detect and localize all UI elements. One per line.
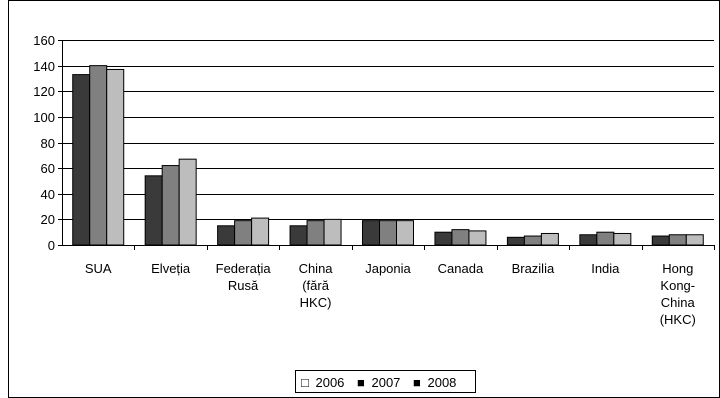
bar-2007-1 <box>161 165 180 246</box>
category-label-6: Brazilia <box>512 261 555 276</box>
bar-2008-1 <box>178 158 197 246</box>
bar-2007-8 <box>668 234 687 246</box>
y-tick-label-40: 40 <box>41 187 55 202</box>
category-labels: SUA Elveția Federația Rusă China (fără HKC) Jap… <box>85 261 696 327</box>
y-tick-label-120: 120 <box>33 84 55 99</box>
category-label-2: Federația Rusă <box>216 261 272 293</box>
category-label-8: Hong Kong-China (HKC) <box>660 261 696 327</box>
bar-2006-2 <box>217 225 236 246</box>
bar-2007-4 <box>379 220 397 246</box>
category-label-1: Elveția <box>151 261 191 276</box>
legend-2007-symbol: ■ <box>357 375 365 390</box>
bar-2007-2 <box>234 220 253 246</box>
category-label-3: China (fără HKC) <box>299 261 334 310</box>
bar-2008-4 <box>396 220 414 246</box>
legend-2006-label: 2006 <box>315 375 344 390</box>
bar-2006-1 <box>144 175 163 246</box>
legend-2008-label: 2008 <box>427 375 456 390</box>
legend-2007-label: 2007 <box>371 375 400 390</box>
bar-2008-0 <box>106 68 125 246</box>
bar-2006-6 <box>506 236 525 246</box>
bar-2008-5 <box>468 230 487 246</box>
y-tick-label-160: 160 <box>33 33 55 48</box>
bar-2007-3 <box>306 220 325 246</box>
legend-entry-2006: □ 2006 <box>301 375 344 390</box>
bar-2007-7 <box>596 231 615 246</box>
y-tick-label-100: 100 <box>33 110 55 125</box>
bar-2007-0 <box>89 65 108 246</box>
bar-2008-8 <box>685 234 704 246</box>
y-tick-label-20: 20 <box>41 212 55 227</box>
bars <box>72 65 715 250</box>
y-tick-label-0: 0 <box>48 238 55 253</box>
bar-2006-3 <box>289 225 308 246</box>
axes <box>62 40 714 246</box>
bar-2007-5 <box>451 229 470 246</box>
category-label-5: Canada <box>438 261 484 276</box>
category-label-0: SUA <box>85 261 112 276</box>
y-tick-labels: 0 20 40 60 80 100 120 140 160 <box>33 33 55 253</box>
legend-entry-2007: ■ 2007 <box>357 375 400 390</box>
legend-box <box>295 370 476 393</box>
legend-2006-symbol: □ <box>301 375 309 390</box>
legend-entry-2008: ■ 2008 <box>413 375 456 390</box>
legend: □ 2006 ■ 2007 ■ 2008 <box>295 370 476 393</box>
bar-2007-6 <box>523 235 542 246</box>
bar-2006-8 <box>651 235 670 246</box>
y-tick-label-80: 80 <box>41 136 55 151</box>
bar-2008-7 <box>613 232 632 246</box>
bar-2006-7 <box>579 234 598 246</box>
bar-2008-6 <box>540 232 559 246</box>
bar-2006-5 <box>434 231 453 246</box>
category-label-7: India <box>591 261 620 276</box>
bar-2006-4 <box>362 220 380 246</box>
bar-2006-0 <box>72 74 91 246</box>
y-tick-label-60: 60 <box>41 161 55 176</box>
y-tick-label-140: 140 <box>33 59 55 74</box>
legend-2008-symbol: ■ <box>413 375 421 390</box>
category-label-4: Japonia <box>365 261 411 276</box>
bar-2008-2 <box>251 217 270 246</box>
bar-2008-3 <box>323 218 342 246</box>
